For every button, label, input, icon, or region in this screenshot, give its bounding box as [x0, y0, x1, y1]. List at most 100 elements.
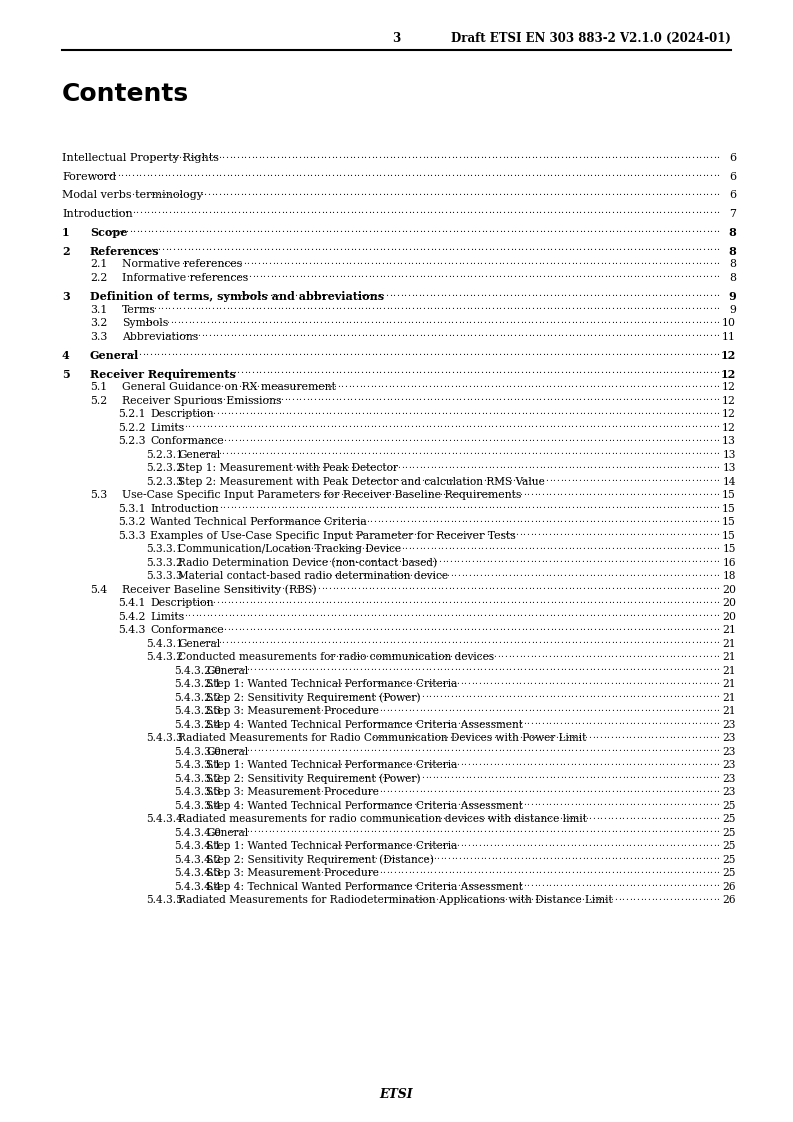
- Text: .: .: [622, 169, 625, 178]
- Text: .: .: [643, 730, 646, 739]
- Text: .: .: [709, 825, 712, 834]
- Text: .: .: [471, 838, 474, 847]
- Text: .: .: [717, 434, 719, 443]
- Text: .: .: [647, 288, 650, 298]
- Text: .: .: [217, 257, 220, 266]
- Text: .: .: [317, 623, 320, 632]
- Text: .: .: [181, 315, 184, 324]
- Text: .: .: [589, 257, 592, 266]
- Text: .: .: [619, 150, 621, 160]
- Text: .: .: [535, 461, 538, 470]
- Text: .: .: [362, 771, 366, 780]
- Text: .: .: [630, 596, 633, 605]
- Text: .: .: [625, 757, 628, 766]
- Text: .: .: [352, 421, 354, 430]
- Text: .: .: [585, 379, 588, 389]
- Text: .: .: [520, 348, 523, 357]
- Text: .: .: [358, 757, 360, 766]
- Text: .: .: [446, 717, 449, 726]
- Text: .: .: [713, 407, 716, 416]
- Text: .: .: [691, 636, 694, 645]
- Text: .: .: [218, 169, 221, 178]
- Text: .: .: [291, 187, 294, 196]
- Text: .: .: [322, 515, 325, 524]
- Text: .: .: [717, 636, 719, 645]
- Text: .: .: [630, 623, 633, 632]
- Text: .: .: [596, 475, 600, 484]
- Text: .: .: [556, 717, 558, 726]
- Text: .: .: [469, 866, 473, 875]
- Text: .: .: [699, 784, 701, 793]
- Text: .: .: [563, 257, 566, 266]
- Text: .: .: [278, 407, 281, 416]
- Text: .: .: [348, 257, 351, 266]
- Text: .: .: [469, 329, 473, 338]
- Text: .: .: [706, 394, 709, 403]
- Text: .: .: [387, 555, 390, 564]
- Text: .: .: [717, 690, 719, 699]
- Text: .: .: [633, 852, 636, 862]
- Text: .: .: [676, 542, 680, 551]
- Text: .: .: [504, 677, 507, 686]
- Text: .: .: [430, 243, 433, 252]
- Text: .: .: [695, 329, 698, 338]
- Text: .: .: [702, 825, 705, 834]
- Text: .: .: [586, 206, 588, 215]
- Text: .: .: [305, 367, 308, 376]
- Text: .: .: [632, 528, 635, 537]
- Text: .: .: [373, 798, 376, 807]
- Text: .: .: [622, 798, 624, 807]
- Text: .: .: [611, 730, 613, 739]
- Text: .: .: [292, 502, 294, 511]
- Text: .: .: [545, 555, 547, 564]
- Text: .: .: [516, 852, 519, 862]
- Text: .: .: [607, 825, 610, 834]
- Text: .: .: [502, 329, 505, 338]
- Text: .: .: [408, 243, 411, 252]
- Text: .: .: [408, 730, 412, 739]
- Text: .: .: [442, 757, 445, 766]
- Text: .: .: [264, 744, 267, 753]
- Text: .: .: [451, 502, 454, 511]
- Text: .: .: [347, 329, 349, 338]
- Text: .: .: [647, 169, 650, 178]
- Text: .: .: [378, 302, 381, 311]
- Text: .: .: [281, 206, 284, 215]
- Text: .: .: [239, 744, 242, 753]
- Text: .: .: [423, 502, 425, 511]
- Text: .: .: [404, 150, 407, 160]
- Text: .: .: [640, 663, 643, 672]
- Text: .: .: [440, 288, 442, 298]
- Text: .: .: [615, 329, 618, 338]
- Text: .: .: [438, 757, 441, 766]
- Text: .: .: [343, 866, 345, 875]
- Text: .: .: [680, 257, 683, 266]
- Text: .: .: [302, 206, 305, 215]
- Text: .: .: [516, 187, 519, 196]
- Text: .: .: [534, 475, 537, 484]
- Text: .: .: [542, 542, 545, 551]
- Text: .: .: [567, 421, 570, 430]
- Text: .: .: [222, 348, 224, 357]
- Text: .: .: [630, 302, 632, 311]
- Text: .: .: [293, 825, 297, 834]
- Text: .: .: [414, 288, 417, 298]
- Text: .: .: [292, 270, 294, 279]
- Text: .: .: [695, 623, 698, 632]
- Text: .: .: [393, 150, 396, 160]
- Text: .: .: [618, 475, 621, 484]
- Text: .: .: [600, 421, 603, 430]
- Text: .: .: [586, 224, 589, 233]
- Text: .: .: [644, 224, 647, 233]
- Text: .: .: [633, 636, 636, 645]
- Text: .: .: [492, 542, 494, 551]
- Text: .: .: [352, 744, 354, 753]
- Text: .: .: [266, 394, 269, 403]
- Text: .: .: [358, 569, 362, 578]
- Text: .: .: [420, 569, 423, 578]
- Text: .: .: [230, 206, 233, 215]
- Text: .: .: [442, 488, 446, 497]
- Text: .: .: [516, 257, 519, 266]
- Text: .: .: [306, 243, 309, 252]
- Text: .: .: [410, 488, 412, 497]
